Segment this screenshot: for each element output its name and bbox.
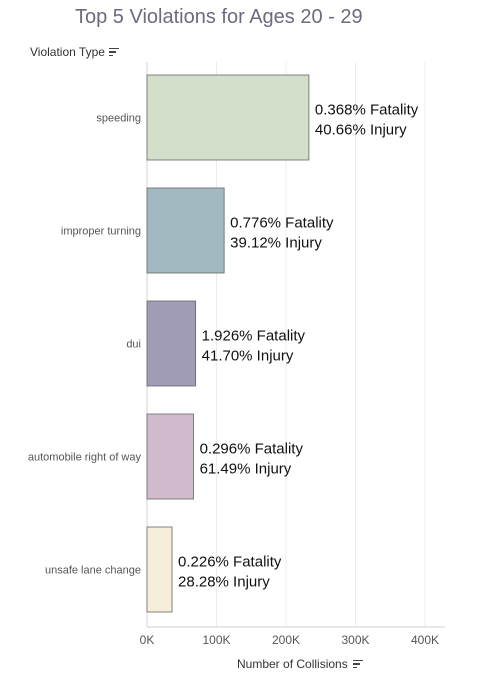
data-label-fatality: 1.926% Fatality bbox=[202, 328, 306, 345]
bar[interactable] bbox=[146, 413, 194, 500]
data-label-fatality: 0.226% Fatality bbox=[178, 554, 282, 571]
category-label[interactable]: improper turning bbox=[61, 226, 141, 238]
category-label[interactable]: dui bbox=[126, 339, 141, 351]
data-label-injury: 61.49% Injury bbox=[200, 461, 292, 478]
category-label[interactable]: unsafe lane change bbox=[45, 565, 141, 577]
data-label-fatality: 0.296% Fatality bbox=[200, 441, 304, 458]
data-label-injury: 40.66% Injury bbox=[315, 122, 407, 139]
bar[interactable] bbox=[146, 74, 310, 161]
dimension-header-label: Violation Type bbox=[30, 45, 105, 59]
bar[interactable] bbox=[146, 187, 225, 274]
sort-descending-icon[interactable] bbox=[108, 47, 119, 57]
x-tick-label: 100K bbox=[202, 633, 230, 647]
bar[interactable] bbox=[146, 300, 197, 387]
data-label-injury: 28.28% Injury bbox=[178, 574, 270, 591]
category-label[interactable]: automobile right of way bbox=[28, 452, 142, 464]
data-label-injury: 39.12% Injury bbox=[230, 235, 322, 252]
chart-title: Top 5 Violations for Ages 20 - 29 bbox=[75, 6, 363, 28]
x-axis-title[interactable]: Number of Collisions bbox=[237, 657, 363, 671]
x-tick-label: 400K bbox=[411, 633, 439, 647]
dimension-header[interactable]: Violation Type bbox=[30, 45, 119, 59]
x-tick-label: 300K bbox=[341, 633, 369, 647]
bar[interactable] bbox=[146, 526, 173, 613]
sort-descending-icon[interactable] bbox=[352, 659, 363, 669]
data-label-fatality: 0.776% Fatality bbox=[230, 215, 334, 232]
x-axis-title-label: Number of Collisions bbox=[237, 657, 348, 671]
x-tick-label: 0K bbox=[140, 633, 155, 647]
category-label[interactable]: speeding bbox=[96, 113, 141, 125]
data-label-injury: 41.70% Injury bbox=[202, 348, 294, 365]
data-label-fatality: 0.368% Fatality bbox=[315, 102, 419, 119]
x-tick-label: 200K bbox=[272, 633, 300, 647]
